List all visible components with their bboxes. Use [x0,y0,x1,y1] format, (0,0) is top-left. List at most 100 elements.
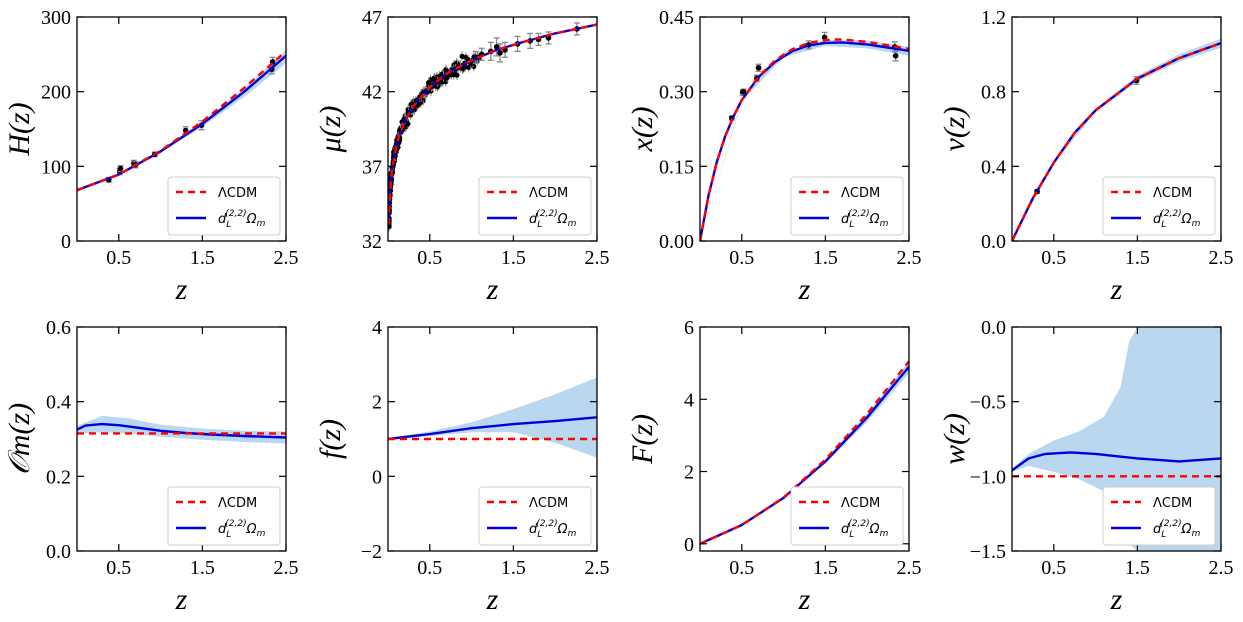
plot-area [77,415,286,444]
sn-point [444,75,450,81]
y-axis-label: w(z) [938,413,971,465]
x-tick-label: 2.5 [1209,247,1234,269]
legend-box [478,486,592,546]
x-tick-label: 2.5 [897,557,922,579]
x-tick-label: 1.5 [190,557,215,579]
legend-model-label: dL(2,2)Ωm [529,519,577,540]
y-tick-label: 0.0 [46,541,71,563]
data-point [755,64,762,71]
x-axis-label: z [1110,273,1123,306]
legend-lcdm-label: ΛCDM [529,496,568,511]
x-tick-label: 1.5 [813,247,838,269]
legend-lcdm-label: ΛCDM [1153,186,1192,201]
legend-model-label: dL(2,2)Ωm [529,209,577,230]
x-axis-label: z [486,273,499,306]
y-tick-label: 6 [684,317,694,339]
y-axis-label: v(z) [938,107,971,152]
lcdm-line [700,360,909,545]
x-tick-label: 0.5 [729,247,754,269]
plot-area [77,50,286,192]
legend-box [1102,176,1216,236]
legend: ΛCDM dL(2,2)Ωm [167,486,281,546]
x-tick-label: 0.5 [106,557,131,579]
legend-box [1102,486,1216,546]
axes-frame [699,16,910,242]
model-line [77,54,286,192]
axes-frame [387,16,598,242]
x-axis-label: z [175,273,188,306]
y-axis-label: f(z) [314,419,347,459]
x-tick-label: 2.5 [274,557,299,579]
ticks: 0.5 1.5 2.5 0 100 200 300 [41,7,299,269]
axes-frame [1011,16,1222,242]
axes-frame [1011,326,1222,552]
lcdm-line [388,23,597,225]
y-tick-label: 4 [684,389,694,411]
panel-fz: 0.5 1.5 2.5 −2 0 2 4 z f(z) ΛCDM dL(2,2)Ωm [314,317,610,616]
y-tick-label: 100 [41,156,71,178]
y-tick-label: 0 [61,231,71,253]
sn-data-cloud [388,51,483,232]
x-axis-label: z [175,583,188,616]
y-tick-label: −2 [361,541,382,563]
lcdm-line [77,50,286,192]
plot-area [1012,38,1221,241]
sn-point [388,223,392,230]
y-tick-label: 0.0 [981,317,1006,339]
y-tick-label: −1.5 [970,541,1006,563]
panel-wz: 0.5 1.5 2.5 −1.5 −1.0 −0.5 0.0 z w(z) ΛCDM dL(2,2)… [938,317,1234,616]
legend: ΛCDM dL(2,2)Ωm [167,176,281,236]
legend-lcdm-label: ΛCDM [841,496,880,511]
x-tick-label: 2.5 [585,247,610,269]
y-tick-label: 200 [41,82,71,104]
data-points [105,56,276,183]
x-tick-label: 2.5 [897,247,922,269]
ticks: 0.5 1.5 2.5 0.0 0.2 0.4 0.6 [46,317,299,579]
y-tick-label: 0 [684,534,694,556]
ticks: 0.5 1.5 2.5 −1.5 −1.0 −0.5 0.0 [970,317,1234,579]
confidence-band [77,50,286,191]
plot-area [700,31,909,241]
legend: ΛCDM dL(2,2)Ωm [1102,176,1216,236]
x-axis-label: z [486,583,499,616]
confidence-band [388,377,597,458]
legend-model-label: dL(2,2)Ωm [218,519,266,540]
y-axis-label: 𝒪m(z) [3,403,36,475]
axes-frame [699,326,910,552]
x-tick-label: 1.5 [190,247,215,269]
sn-point [451,72,457,78]
y-tick-label: 32 [362,231,382,253]
legend-box [790,176,904,236]
ticks: 0.5 1.5 2.5 32 37 42 47 [362,7,610,269]
legend-lcdm-label: ΛCDM [1153,496,1192,511]
confidence-band [77,415,286,444]
legend-box [167,176,281,236]
legend-lcdm-label: ΛCDM [529,186,568,201]
legend-model-label: dL(2,2)Ωm [1153,519,1201,540]
x-axis-label: z [798,273,811,306]
x-axis-label: z [798,583,811,616]
x-tick-label: 0.5 [417,247,442,269]
legend: ΛCDM dL(2,2)Ωm [1102,486,1216,546]
y-tick-label: 0.8 [981,82,1006,104]
y-tick-label: 0.15 [659,156,694,178]
legend-model-label: dL(2,2)Ωm [218,209,266,230]
y-tick-label: 42 [362,82,382,104]
x-tick-label: 2.5 [585,557,610,579]
y-axis-label: H(z) [3,102,36,156]
legend-lcdm-label: ΛCDM [841,186,880,201]
panel-vz: 0.5 1.5 2.5 0.0 0.4 0.8 1.2 z v(z) ΛCDM dL(2,2)Ωm [938,7,1234,306]
legend: ΛCDM dL(2,2)Ωm [478,486,592,546]
x-tick-label: 0.5 [106,247,131,269]
y-tick-label: 0.4 [981,156,1006,178]
y-tick-label: 2 [684,462,694,484]
y-tick-label: 300 [41,7,71,29]
y-tick-label: 37 [362,156,382,178]
y-tick-label: 1.2 [981,7,1006,29]
plot-area [388,22,597,232]
legend: ΛCDM dL(2,2)Ωm [790,486,904,546]
x-tick-label: 1.5 [1125,557,1150,579]
ticks: 0.5 1.5 2.5 0.0 0.4 0.8 1.2 [981,7,1234,269]
y-tick-label: 0.2 [46,466,71,488]
